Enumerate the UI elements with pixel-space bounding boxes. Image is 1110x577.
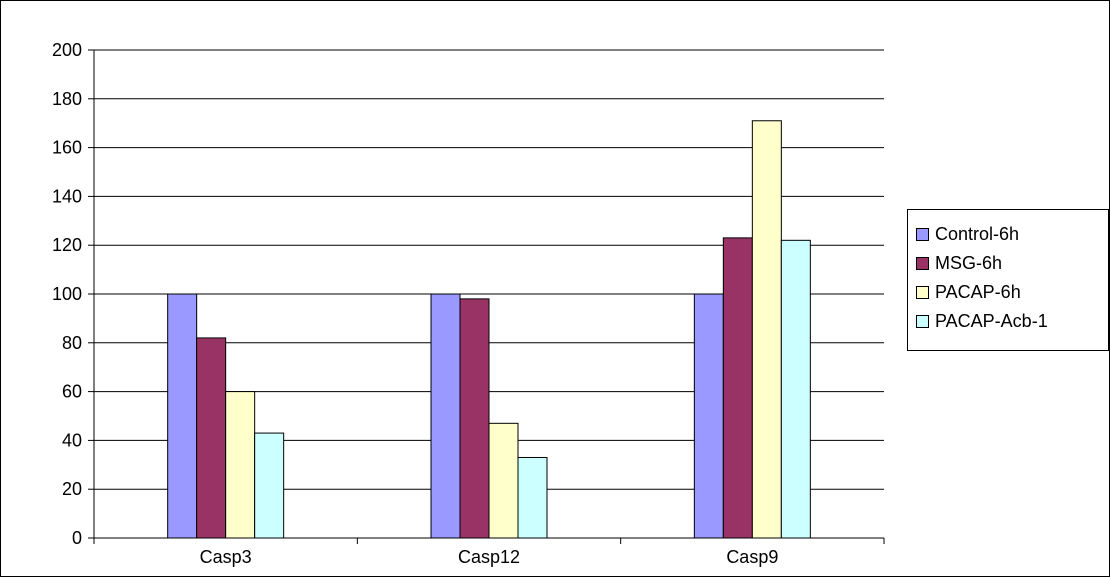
legend-item: Control-6h — [916, 222, 1019, 246]
legend-swatch — [916, 256, 929, 270]
y-tick-label: 140 — [52, 186, 82, 206]
legend-swatch — [916, 314, 929, 328]
y-tick-label: 40 — [62, 430, 82, 450]
bars — [167, 120, 811, 539]
y-tick-label: 180 — [52, 89, 82, 109]
y-tick-label: 120 — [52, 235, 82, 255]
bar-pacap-acb-1-casp9 — [780, 239, 811, 539]
legend-item: MSG-6h — [916, 251, 1002, 275]
bar-control-6h-casp12 — [430, 293, 461, 539]
y-tick-labels: 0 20 40 60 80 100 120 140 160 180 200 — [52, 40, 82, 548]
legend-swatch — [916, 227, 929, 241]
bar-control-6h-casp9 — [693, 293, 724, 539]
y-tick-label: 160 — [52, 138, 82, 158]
legend-label: PACAP-6h — [935, 281, 1021, 302]
y-tick-label: 20 — [62, 479, 82, 499]
bar-pacap-6h-casp9 — [751, 120, 782, 539]
legend-label: PACAP-Acb-1 — [935, 310, 1048, 331]
x-tick-label: Casp12 — [458, 547, 520, 567]
legend-label: Control-6h — [935, 223, 1020, 244]
axes — [88, 49, 885, 544]
y-tick-label: 80 — [62, 333, 82, 353]
x-tick-label: Casp9 — [726, 547, 778, 567]
bar-pacap-6h-casp3 — [225, 391, 256, 539]
bar-pacap-acb-1-casp3 — [254, 432, 285, 539]
legend-item: PACAP-Acb-1 — [916, 309, 1048, 333]
y-tick-label: 0 — [72, 528, 82, 548]
x-tick-labels: Casp3 Casp12 Casp9 — [200, 547, 779, 567]
y-tick-label: 60 — [62, 382, 82, 402]
legend-item: PACAP-6h — [916, 280, 1021, 304]
legend-label: MSG-6h — [935, 252, 1003, 273]
bar-pacap-acb-1-casp12 — [517, 456, 548, 539]
legend-swatch — [916, 285, 929, 299]
bar-control-6h-casp3 — [167, 293, 198, 539]
bar-msg-6h-casp9 — [722, 237, 753, 539]
y-tick-label: 100 — [52, 284, 82, 304]
bar-msg-6h-casp3 — [196, 337, 227, 539]
y-tick-label: 200 — [52, 40, 82, 60]
legend: Control-6h MSG-6h PACAP-6h PACAP-Acb-1 — [907, 209, 1109, 351]
bar-pacap-6h-casp12 — [488, 422, 519, 539]
x-tick-label: Casp3 — [200, 547, 252, 567]
bar-msg-6h-casp12 — [459, 298, 490, 539]
